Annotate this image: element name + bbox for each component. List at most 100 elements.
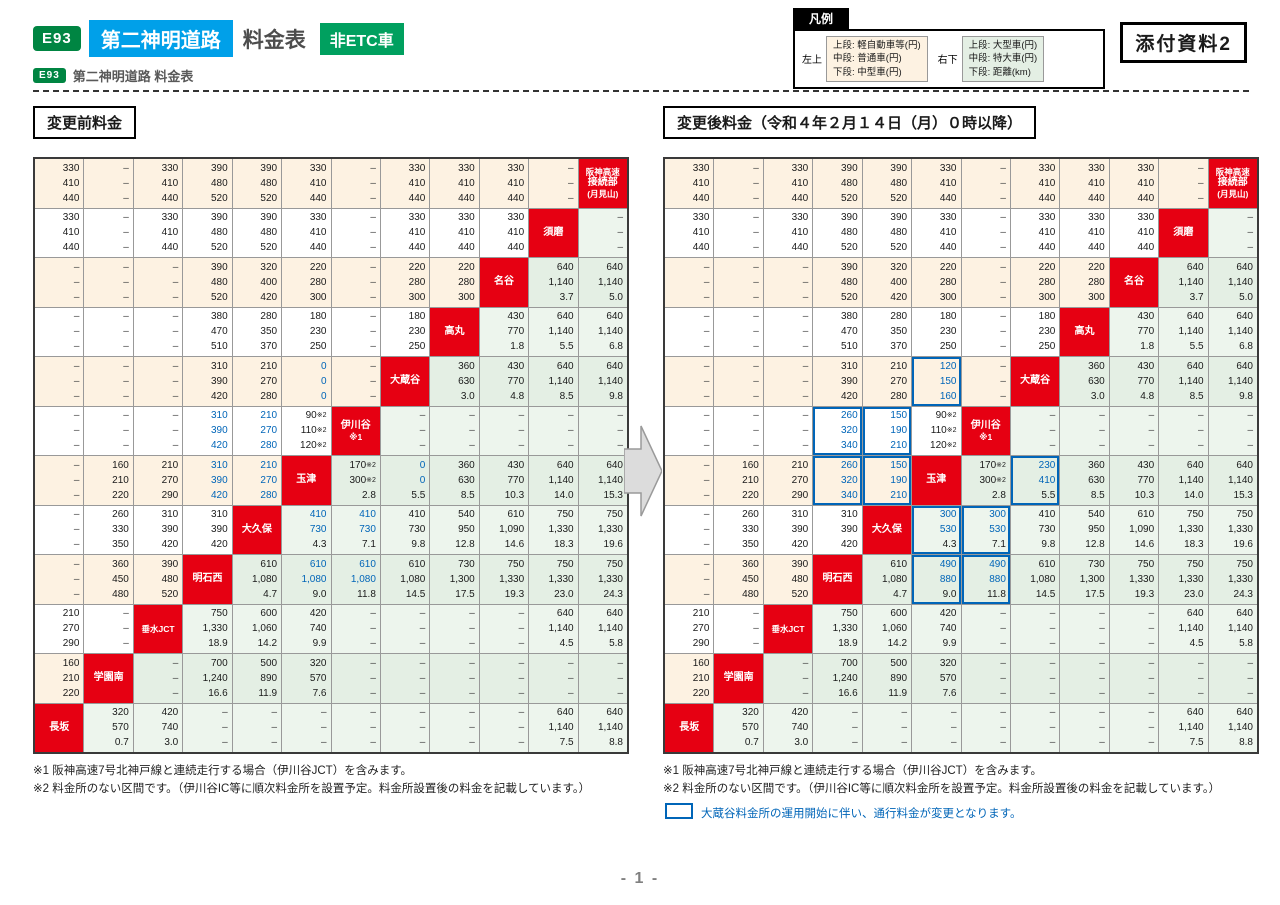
- dash-cell: – – –: [282, 703, 331, 752]
- road-name: 第二神明道路: [88, 20, 233, 57]
- dash-cell: – – –: [578, 208, 627, 257]
- document-subtitle: E93 第二神明道路 料金表: [33, 66, 193, 85]
- fare-cell: 640 1,140 6.8: [578, 307, 627, 356]
- fare-cell: 490 880 9.0: [912, 555, 961, 604]
- dash-cell: – – –: [380, 654, 430, 703]
- fare-cell: 330 410 440: [133, 159, 183, 208]
- dash-cell: – – –: [1060, 604, 1109, 653]
- fare-cell: 300 530 4.3: [912, 505, 961, 554]
- dash-cell: – – –: [133, 357, 183, 406]
- fare-cell: 540 950 12.8: [430, 505, 479, 554]
- station-cell: 長坂: [35, 703, 84, 752]
- dash-cell: – – –: [1109, 406, 1159, 455]
- station-cell: 大蔵谷: [1010, 357, 1060, 406]
- dash-cell: – – –: [862, 703, 912, 752]
- dash-cell: – – –: [380, 703, 430, 752]
- fare-cell: 310 390 420: [183, 406, 232, 455]
- fare-cell: 310 390 420: [183, 456, 232, 505]
- dash-cell: – – –: [84, 208, 133, 257]
- dash-cell: – – –: [331, 357, 380, 406]
- fare-cell: 730 1,300 17.5: [430, 555, 479, 604]
- fare-cell: 640 1,140 6.8: [1208, 307, 1257, 356]
- footnote: ※1 阪神高速7号北神戸線と連続走行する場合（伊川谷JCT）を含みます。: [33, 765, 413, 777]
- fare-cell: 640 1,140 14.0: [529, 456, 578, 505]
- fare-cell: 640 1,140 5.8: [1208, 604, 1257, 653]
- fare-cell: 640 1,140 5.0: [1208, 258, 1257, 307]
- dash-cell: – – –: [961, 307, 1010, 356]
- dash-cell: – – –: [35, 406, 84, 455]
- dash-cell: – – –: [331, 703, 380, 752]
- fare-cell: 210 270 290: [665, 604, 714, 653]
- fare-cell: 330 410 440: [35, 208, 84, 257]
- station-cell: 長坂: [665, 703, 714, 752]
- document-header: E93 第二神明道路 料金表 非ETC車: [33, 20, 404, 57]
- fare-cell: 420 740 9.9: [912, 604, 961, 653]
- fare-cell: 610 1,090 14.6: [479, 505, 529, 554]
- fare-cell: 220 280 300: [380, 258, 430, 307]
- dash-cell: – – –: [430, 703, 479, 752]
- station-cell: 垂水JCT: [133, 604, 183, 653]
- fare-cell: 330 410 440: [1010, 159, 1060, 208]
- fare-cell: 180 230 250: [912, 307, 961, 356]
- dash-cell: – – –: [380, 604, 430, 653]
- fare-cell: 420 740 3.0: [133, 703, 183, 752]
- page-title: 料金表: [242, 28, 306, 52]
- fare-cell: 330 410 440: [380, 208, 430, 257]
- fare-cell: 610 1,080 9.0: [282, 555, 331, 604]
- fare-cell: 310 390 420: [183, 505, 232, 554]
- non-etc-badge: 非ETC車: [319, 22, 404, 55]
- dash-cell: – – –: [331, 307, 380, 356]
- fare-cell: 310 390 420: [763, 505, 813, 554]
- notes-after: ※1 阪神高速7号北神戸線と連続走行する場合（伊川谷JCT）を含みます。 ※2 料…: [663, 762, 1263, 823]
- dash-cell: – – –: [84, 406, 133, 455]
- fare-cell: 210 270 290: [35, 604, 84, 653]
- dash-cell: – – –: [529, 159, 578, 208]
- fare-cell: 320 570 7.6: [912, 654, 961, 703]
- dash-cell: – – –: [479, 703, 529, 752]
- fare-cell: 750 1,330 24.3: [1208, 555, 1257, 604]
- dash-cell: – – –: [714, 357, 763, 406]
- dash-cell: – – –: [1060, 406, 1109, 455]
- fare-cell: 180 230 250: [1010, 307, 1060, 356]
- fare-cell: 380 470 510: [183, 307, 232, 356]
- dash-cell: – – –: [714, 604, 763, 653]
- station-cell: 名谷: [1109, 258, 1159, 307]
- fare-cell: 700 1,240 16.6: [813, 654, 862, 703]
- dash-cell: – – –: [1109, 703, 1159, 752]
- dash-cell: – – –: [133, 654, 183, 703]
- dash-cell: – – –: [84, 357, 133, 406]
- fare-cell: 330 410 440: [282, 208, 331, 257]
- dash-cell: – – –: [133, 406, 183, 455]
- station-cell: 伊川谷 ※1: [331, 406, 380, 455]
- dash-cell: – – –: [961, 604, 1010, 653]
- fare-cell: 330 410 440: [479, 159, 529, 208]
- fare-cell: 160 210 220: [35, 654, 84, 703]
- fare-cell: 280 350 370: [862, 307, 912, 356]
- fare-cell: 750 1,330 19.6: [1208, 505, 1257, 554]
- legend-box: 左上 上段: 軽自動車等(円) 中段: 普通車(円) 下段: 中型車(円) 右下 上…: [793, 29, 1105, 89]
- dash-cell: – – –: [714, 159, 763, 208]
- dash-cell: – – –: [665, 505, 714, 554]
- dash-cell: – – –: [665, 555, 714, 604]
- dash-cell: – – –: [1208, 654, 1257, 703]
- fare-cell: 210 270 290: [133, 456, 183, 505]
- change-arrow-icon: [624, 425, 662, 517]
- fare-cell: 430 770 1.8: [479, 307, 529, 356]
- fare-cell: 640 1,140 9.8: [1208, 357, 1257, 406]
- dash-cell: – – –: [1060, 703, 1109, 752]
- fare-cell: 220 280 300: [430, 258, 479, 307]
- dash-cell: – – –: [430, 654, 479, 703]
- fare-cell: 750 1,330 19.3: [479, 555, 529, 604]
- fare-cell: 410 730 9.8: [380, 505, 430, 554]
- station-cell: 大久保: [232, 505, 282, 554]
- legend-title: 凡例: [793, 8, 850, 29]
- attachment-label: 添付資料2: [1120, 22, 1247, 63]
- legend-card-small-vehicles: 上段: 軽自動車等(円) 中段: 普通車(円) 下段: 中型車(円): [826, 36, 928, 82]
- legend-pos-lower-right: 右下: [937, 55, 958, 67]
- dash-cell: – – –: [84, 307, 133, 356]
- fare-cell: 380 470 510: [813, 307, 862, 356]
- road-number-badge-small: E93: [33, 68, 66, 83]
- station-cell: 高丸: [1060, 307, 1109, 356]
- legend-line: 下段: 距離(km): [968, 66, 1031, 78]
